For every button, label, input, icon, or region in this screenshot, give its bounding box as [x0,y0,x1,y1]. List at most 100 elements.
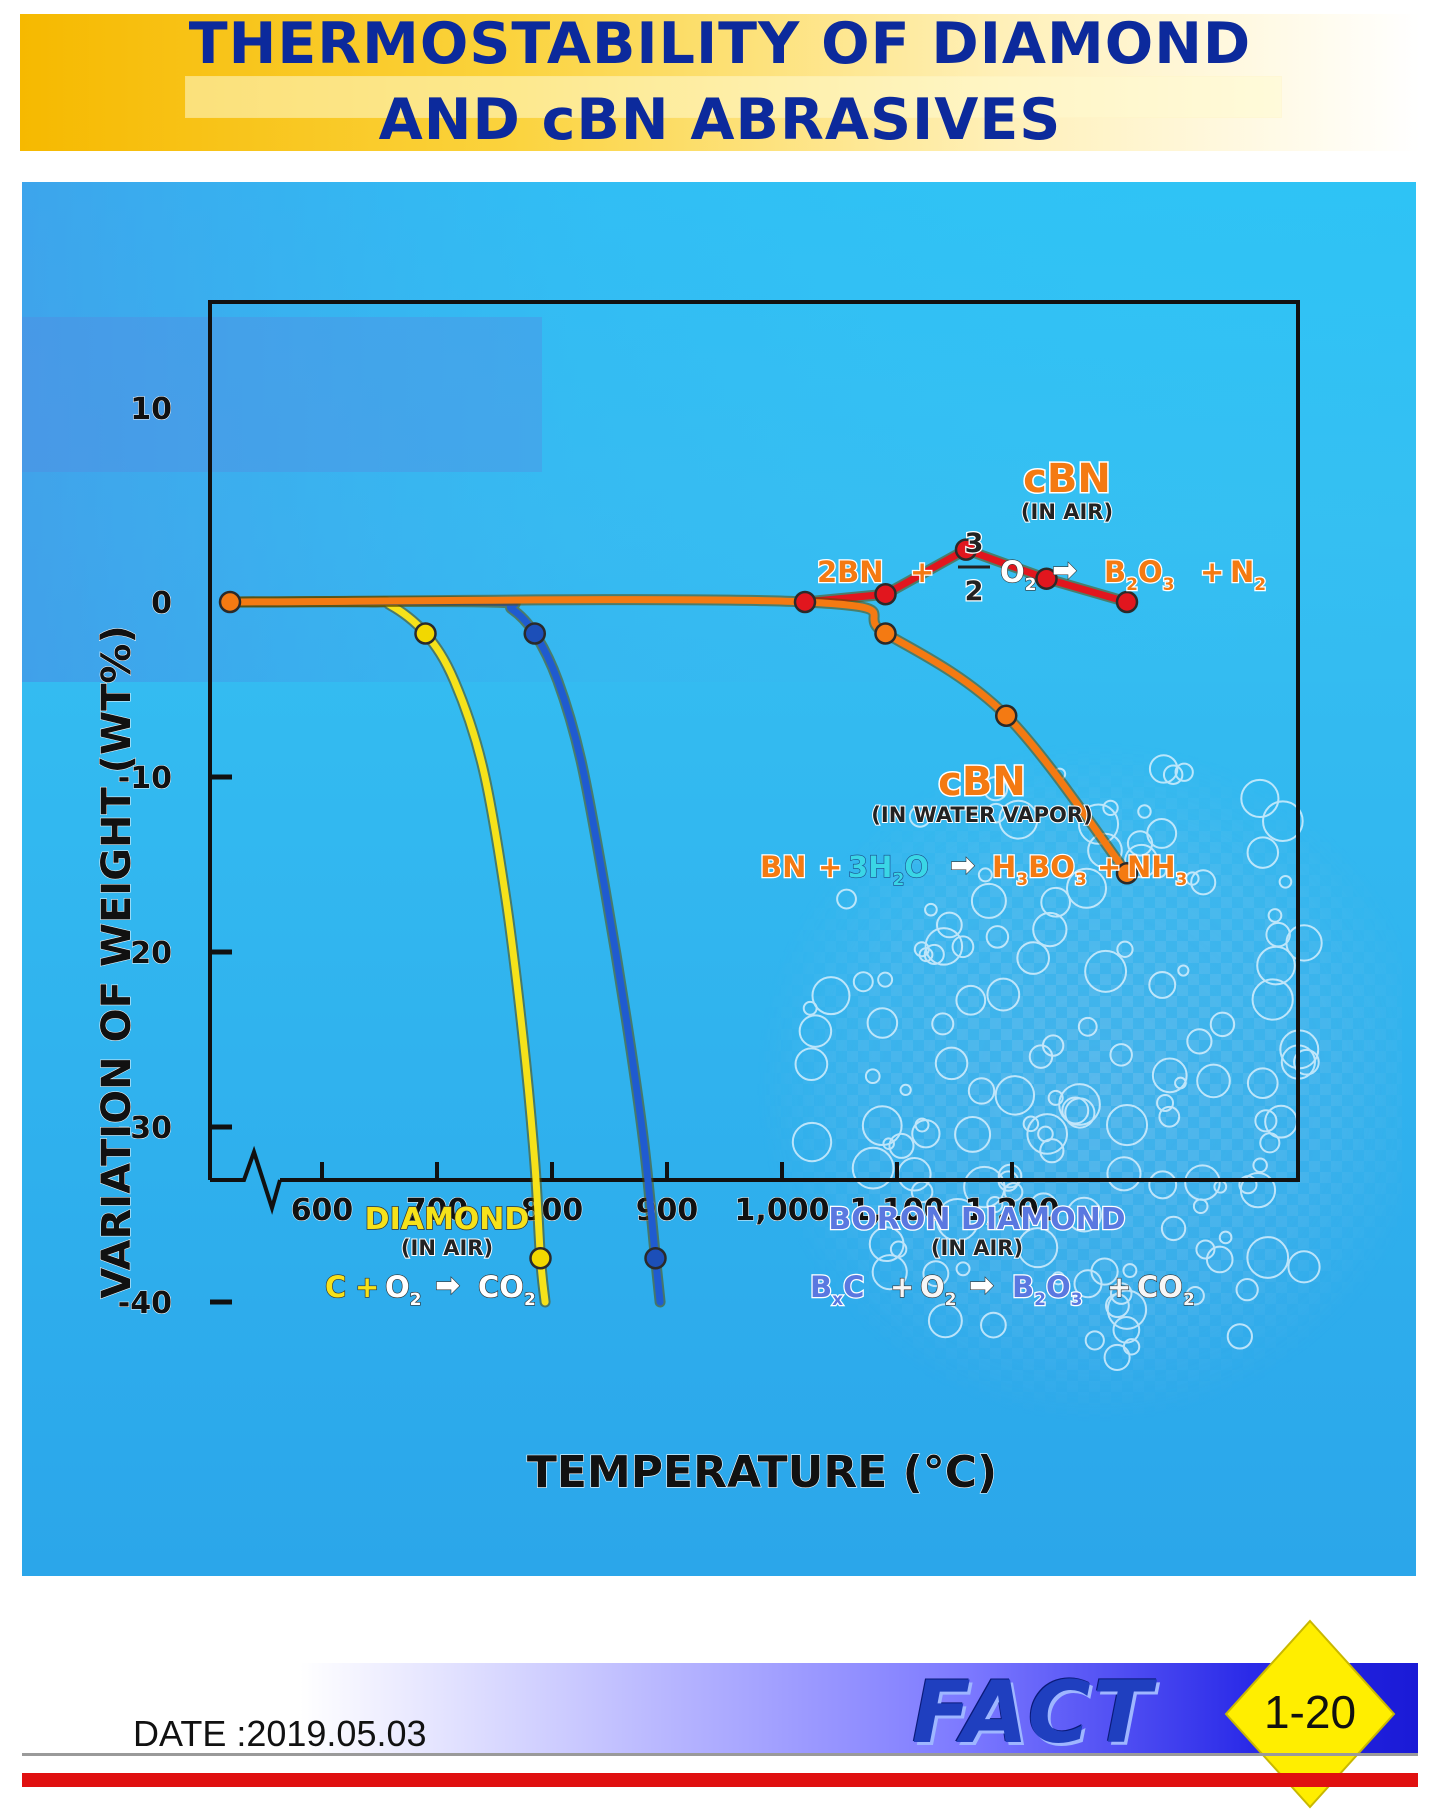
bubble-59 [1148,754,1179,784]
bubble-17 [1102,799,1119,817]
marker-cbn_air-4 [1115,590,1139,614]
svg-text:+: + [1107,1270,1131,1304]
bubble-51 [1156,1093,1175,1112]
bubble-55 [1287,1250,1321,1284]
footer-red-bar [22,1773,1418,1787]
x-tick-label-700: 700 [406,1193,469,1228]
date-label: DATE : [133,1713,247,1754]
x-tick-label-1000: 1,000 [735,1193,830,1228]
bubble-16 [1104,1293,1130,1319]
marker-boron_diamond-0 [523,622,546,645]
series-line-cbn_water_vapor [226,596,1131,877]
bubble-137 [1259,1132,1281,1154]
bubble-85 [1106,1289,1148,1330]
thermostability-chart: 600 700 800 900 1,000 1,100 1,200100-10-20-30-… [22,182,1416,1576]
bubble-10 [852,971,874,993]
bubble-20 [908,805,932,828]
bubble-121 [1077,1016,1098,1037]
bubble-14 [1026,1113,1069,1155]
axis-ticks: 600 700 800 900 1,000 1,100 1,200100-10-20-30-… [117,392,1060,1322]
bubble-149 [914,1117,930,1133]
date-stamp: DATE :2019.05.03 [133,1713,427,1755]
bubble-11 [1226,1323,1253,1350]
bubble-93 [1246,1236,1290,1279]
bubble-68 [1148,1170,1178,1200]
bubble-133 [1148,971,1177,999]
bubble-140 [882,1137,895,1150]
bubble-91 [1285,924,1323,962]
bubble-119 [963,1165,1006,1209]
bubble-23 [1066,1196,1103,1233]
bubble-83 [931,1012,955,1036]
bubble-98 [1022,1115,1040,1133]
bubble-21 [888,1132,915,1159]
bubble-13 [1235,1278,1259,1302]
bubble-148 [955,1261,971,1277]
bubble-67 [1016,941,1051,975]
plot-frame-line [208,300,1300,1182]
bubble-108 [955,984,987,1016]
bubble-94 [951,935,975,959]
svg-text:3: 3 [965,528,984,559]
marker-diamond-1 [529,1247,552,1270]
date-value: 2019.05.03 [246,1713,427,1754]
bubble-43 [1116,940,1134,958]
marker-cbn_air-2 [954,538,978,561]
svg-text:➡: ➡ [969,1268,994,1303]
bubble-56 [794,1047,829,1082]
bubble-9 [1209,1011,1236,1038]
y-tick-label--10: -10 [118,761,172,796]
svg-text:O2: O2 [385,1270,422,1310]
title-line-2: AND cBN ABRASIVES [378,87,1062,153]
svg-text:+: + [1097,850,1121,884]
bubble-26 [1246,836,1280,869]
bubble-81 [1047,1089,1064,1106]
bubble-4 [1137,804,1152,819]
svg-text:2BN: 2BN [817,555,884,589]
y-tick-label--20: -20 [118,936,172,971]
title-line-1: THERMOSTABILITY OF DIAMOND [188,11,1252,77]
boron-diamond-label: BORON DIAMOND [828,1202,1125,1237]
bubble-110 [1293,1048,1320,1076]
bubble-57 [791,1121,833,1163]
bubble-36 [998,799,1039,840]
svg-text:C: C [325,1270,346,1304]
bubble-132 [935,911,963,939]
bubble-15 [1103,1343,1131,1371]
bubble-25 [1262,800,1304,842]
marker-cbn_air-3 [1035,567,1058,590]
cbn-water-condition: (IN WATER VAPOR) [871,803,1092,827]
marker-cbn_air-0 [793,590,817,614]
marker-boron_diamond-1 [644,1247,667,1270]
marker-cbn_water_vapor-0 [218,590,242,614]
bubble-29 [985,802,1007,824]
bubble-6 [1205,1245,1234,1274]
marker-cbn_water_vapor-1 [874,622,897,645]
bubble-127 [1039,1138,1065,1164]
bubble-143 [1174,762,1194,782]
svg-text:O2: O2 [1000,555,1037,595]
diamond-equation: C + O2 ➡ CO2 [324,1267,536,1310]
bubble-114 [1177,964,1190,977]
bubble-35 [1196,1063,1231,1099]
bubble-76 [1195,1239,1216,1260]
bubble-109 [977,867,993,883]
page-title: THERMOSTABILITY OF DIAMOND AND cBN ABRAS… [20,6,1420,158]
bubble-120 [986,977,1021,1012]
bubble-46 [899,1083,912,1097]
boron-diamond-condition: (IN AIR) [931,1236,1023,1260]
bubble-65 [1278,874,1293,889]
bubble-33 [913,941,930,958]
diamond-label: DIAMOND [365,1202,530,1237]
bubble-0 [864,1068,881,1085]
bubble-129 [798,1014,833,1048]
svg-text:+: + [890,1270,914,1304]
bubble-90 [986,1196,1004,1214]
x-tick-label-600: 600 [291,1193,354,1228]
cbn-air-label: cBN [1023,456,1111,502]
x-tick-label-1200: 1,200 [965,1193,1060,1228]
bubble-30 [1109,1043,1133,1067]
bubble-8 [1186,1028,1213,1055]
bubble-113 [851,1146,895,1190]
bubble-18 [1122,1263,1138,1278]
